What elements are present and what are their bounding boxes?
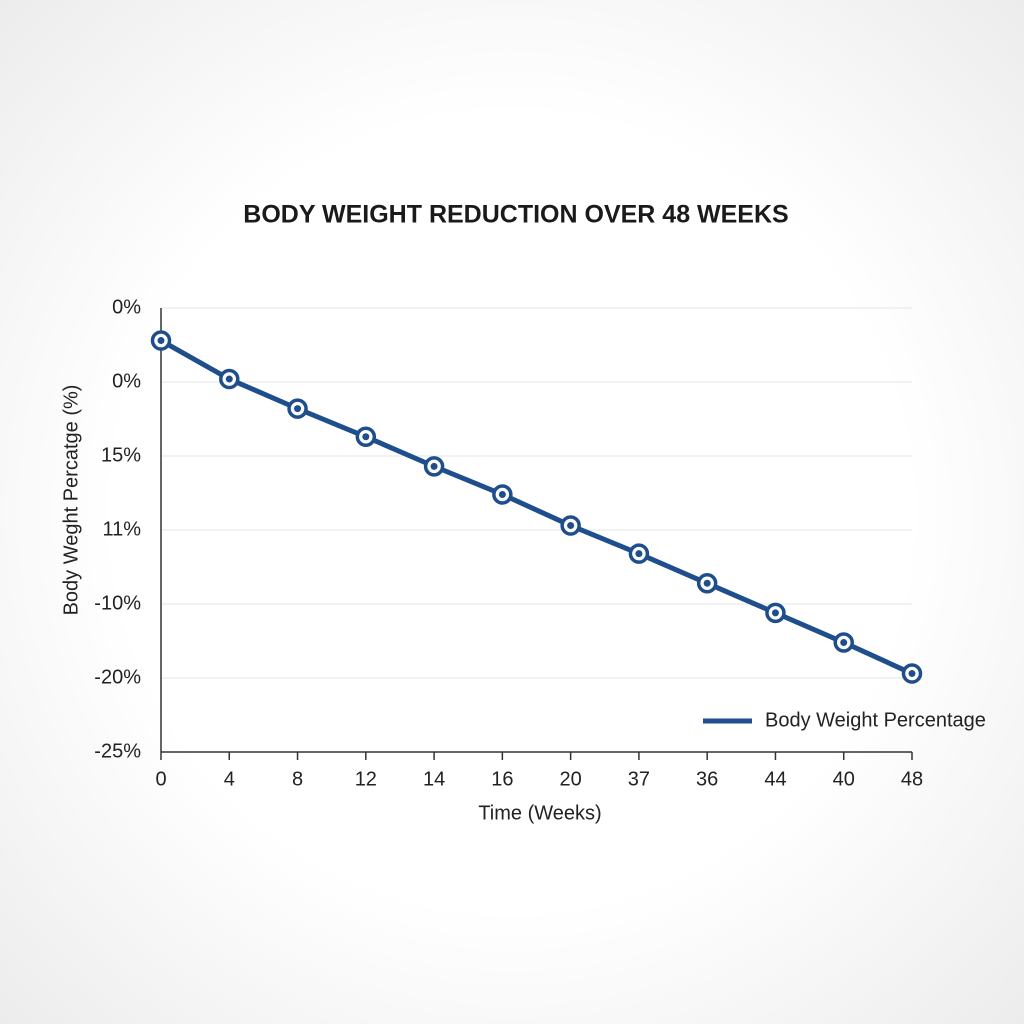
marker-dot [771, 609, 779, 617]
marker-dot [430, 462, 438, 470]
marker [833, 632, 854, 653]
chart-title: BODY WEIGHT REDUCTION OVER 48 WEEKS [243, 201, 788, 229]
x-tick-label: 0 [155, 768, 166, 790]
y-tick-label: -20% [94, 666, 141, 688]
x-tick-label: 37 [628, 768, 650, 790]
marker [287, 398, 308, 419]
marker-dot [498, 490, 506, 498]
marker [492, 484, 513, 505]
marker [560, 515, 581, 536]
marker [901, 663, 923, 684]
y-tick-label: 0% [112, 296, 141, 318]
x-tick-label: 16 [491, 768, 513, 790]
marker [628, 543, 650, 564]
x-tick-label: 4 [224, 768, 235, 790]
x-tick-label: 44 [764, 768, 786, 790]
y-tick-label: -25% [94, 740, 141, 762]
x-tick-label: 40 [833, 768, 855, 790]
y-tick-label: 15% [101, 444, 141, 466]
marker [423, 456, 445, 477]
marker-dot [840, 638, 848, 646]
y-tick-label: -10% [94, 592, 141, 614]
x-tick-label: 14 [423, 768, 445, 790]
y-tick-label: 11% [102, 518, 141, 540]
x-tick-label: 48 [901, 768, 923, 790]
x-tick-label: 8 [292, 768, 303, 790]
marker [355, 426, 377, 448]
marker-dot [567, 522, 575, 530]
marker-dot [703, 579, 711, 587]
marker-dot [294, 405, 302, 413]
marker-dot [157, 337, 165, 345]
y-axis-label: Body Weght Percatge (%) [60, 385, 82, 616]
marker [765, 602, 786, 624]
x-tick-label: 12 [355, 768, 377, 790]
x-tick-label: 36 [696, 768, 718, 790]
marker-dot [908, 670, 916, 678]
marker-dot [362, 433, 370, 441]
marker [219, 368, 240, 390]
marker-dot [225, 375, 233, 383]
marker [150, 330, 172, 351]
marker [696, 573, 718, 594]
line [159, 338, 914, 676]
x-tick-label: 20 [560, 768, 582, 790]
y-tick-label: 0% [112, 370, 141, 392]
x-axis-label: Time (Weeks) [478, 802, 601, 824]
marker-dot [635, 550, 643, 558]
legend-label: Body Weight Percentage [765, 709, 986, 731]
